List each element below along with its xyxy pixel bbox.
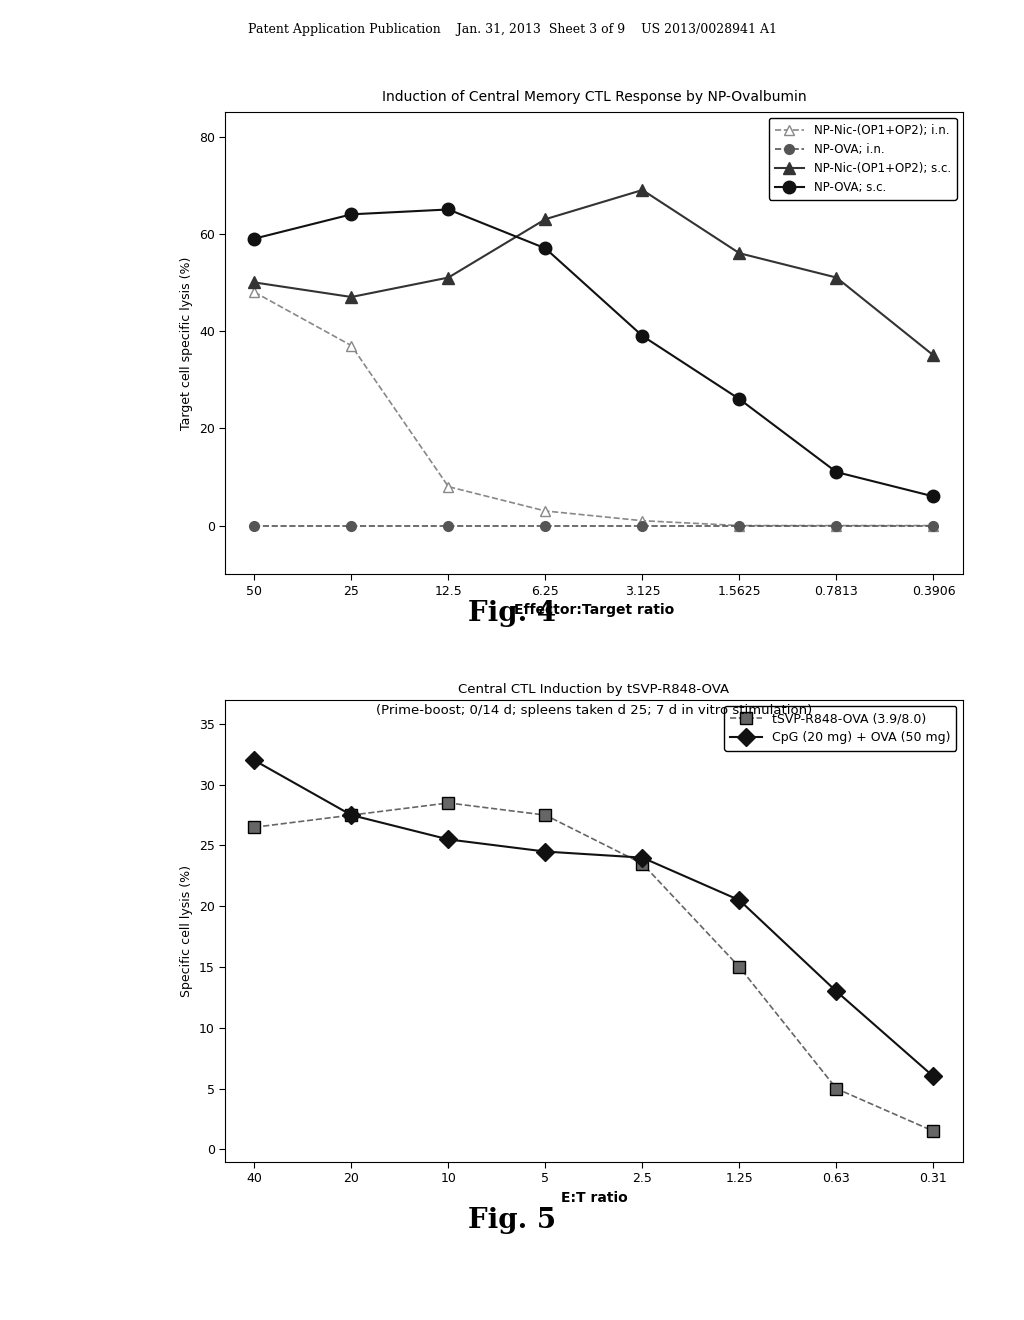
Text: Central CTL Induction by tSVP-R848-OVA: Central CTL Induction by tSVP-R848-OVA	[459, 682, 729, 696]
NP-Nic-(OP1+OP2); i.n.	[442, 479, 455, 495]
Line: NP-Nic-(OP1+OP2); s.c.: NP-Nic-(OP1+OP2); s.c.	[249, 185, 939, 360]
NP-OVA; s.c.	[540, 240, 552, 256]
CpG (20 mg) + OVA (50 mg)	[830, 983, 843, 999]
Line: NP-Nic-(OP1+OP2); i.n.: NP-Nic-(OP1+OP2); i.n.	[250, 288, 938, 531]
NP-OVA; s.c.	[830, 465, 843, 480]
tSVP-R848-OVA (3.9/8.0)	[540, 807, 552, 824]
NP-Nic-(OP1+OP2); i.n.	[540, 503, 552, 519]
NP-OVA; i.n.	[928, 517, 940, 533]
NP-OVA; i.n.	[345, 517, 357, 533]
X-axis label: E:T ratio: E:T ratio	[560, 1191, 628, 1205]
NP-OVA; i.n.	[733, 517, 745, 533]
NP-Nic-(OP1+OP2); i.n.	[248, 284, 260, 300]
NP-OVA; s.c.	[733, 391, 745, 407]
NP-Nic-(OP1+OP2); s.c.	[830, 269, 843, 285]
CpG (20 mg) + OVA (50 mg)	[248, 752, 260, 768]
Line: tSVP-R848-OVA (3.9/8.0): tSVP-R848-OVA (3.9/8.0)	[249, 797, 939, 1137]
Text: Patent Application Publication    Jan. 31, 2013  Sheet 3 of 9    US 2013/0028941: Patent Application Publication Jan. 31, …	[248, 24, 776, 36]
NP-OVA; s.c.	[345, 206, 357, 222]
CpG (20 mg) + OVA (50 mg)	[540, 843, 552, 859]
Text: (Prime-boost; 0/14 d; spleens taken d 25; 7 d in vitro stimulation): (Prime-boost; 0/14 d; spleens taken d 25…	[376, 704, 812, 717]
NP-OVA; i.n.	[830, 517, 843, 533]
NP-Nic-(OP1+OP2); s.c.	[928, 347, 940, 363]
CpG (20 mg) + OVA (50 mg)	[345, 807, 357, 824]
tSVP-R848-OVA (3.9/8.0)	[248, 820, 260, 836]
Text: Fig. 5: Fig. 5	[468, 1208, 556, 1234]
NP-OVA; s.c.	[928, 488, 940, 504]
NP-Nic-(OP1+OP2); s.c.	[636, 182, 648, 198]
NP-Nic-(OP1+OP2); s.c.	[733, 246, 745, 261]
Line: NP-OVA; i.n.: NP-OVA; i.n.	[250, 520, 938, 531]
tSVP-R848-OVA (3.9/8.0)	[345, 807, 357, 824]
tSVP-R848-OVA (3.9/8.0)	[636, 855, 648, 871]
Text: Fig. 4: Fig. 4	[468, 601, 556, 627]
Legend: tSVP-R848-OVA (3.9/8.0), CpG (20 mg) + OVA (50 mg): tSVP-R848-OVA (3.9/8.0), CpG (20 mg) + O…	[724, 706, 956, 751]
NP-Nic-(OP1+OP2); i.n.	[928, 517, 940, 533]
NP-Nic-(OP1+OP2); i.n.	[636, 512, 648, 528]
NP-OVA; s.c.	[248, 231, 260, 247]
CpG (20 mg) + OVA (50 mg)	[636, 850, 648, 866]
Legend: NP-Nic-(OP1+OP2); i.n., NP-OVA; i.n., NP-Nic-(OP1+OP2); s.c., NP-OVA; s.c.: NP-Nic-(OP1+OP2); i.n., NP-OVA; i.n., NP…	[769, 117, 956, 199]
NP-Nic-(OP1+OP2); i.n.	[830, 517, 843, 533]
Line: NP-OVA; s.c.: NP-OVA; s.c.	[248, 203, 940, 503]
NP-Nic-(OP1+OP2); i.n.	[733, 517, 745, 533]
NP-Nic-(OP1+OP2); s.c.	[442, 269, 455, 285]
NP-OVA; i.n.	[540, 517, 552, 533]
tSVP-R848-OVA (3.9/8.0)	[442, 795, 455, 810]
X-axis label: Effector:Target ratio: Effector:Target ratio	[514, 603, 674, 618]
NP-Nic-(OP1+OP2); s.c.	[248, 275, 260, 290]
NP-OVA; s.c.	[442, 202, 455, 218]
CpG (20 mg) + OVA (50 mg)	[733, 892, 745, 908]
Y-axis label: Specific cell lysis (%): Specific cell lysis (%)	[180, 865, 194, 997]
Line: CpG (20 mg) + OVA (50 mg): CpG (20 mg) + OVA (50 mg)	[248, 754, 940, 1082]
NP-Nic-(OP1+OP2); s.c.	[540, 211, 552, 227]
CpG (20 mg) + OVA (50 mg)	[928, 1069, 940, 1085]
tSVP-R848-OVA (3.9/8.0)	[928, 1123, 940, 1139]
NP-OVA; i.n.	[636, 517, 648, 533]
NP-OVA; i.n.	[442, 517, 455, 533]
Y-axis label: Target cell specific lysis (%): Target cell specific lysis (%)	[180, 256, 194, 430]
NP-OVA; s.c.	[636, 327, 648, 343]
NP-Nic-(OP1+OP2); s.c.	[345, 289, 357, 305]
Title: Induction of Central Memory CTL Response by NP-Ovalbumin: Induction of Central Memory CTL Response…	[382, 90, 806, 104]
NP-OVA; i.n.	[248, 517, 260, 533]
NP-Nic-(OP1+OP2); i.n.	[345, 338, 357, 354]
tSVP-R848-OVA (3.9/8.0)	[733, 960, 745, 975]
tSVP-R848-OVA (3.9/8.0)	[830, 1081, 843, 1097]
CpG (20 mg) + OVA (50 mg)	[442, 832, 455, 847]
